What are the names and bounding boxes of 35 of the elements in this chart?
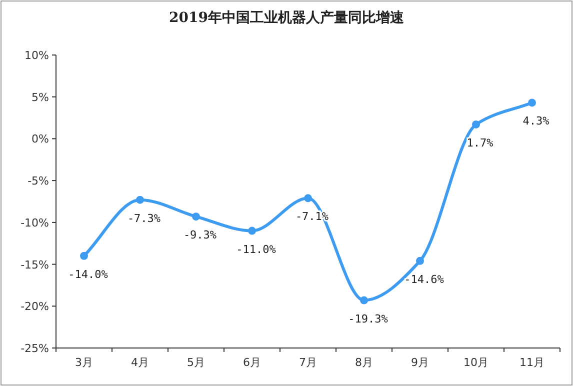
data-label: -19.3% — [348, 312, 388, 326]
data-label: -11.0% — [236, 242, 276, 256]
y-tick-label: 5% — [32, 90, 49, 104]
x-tick-label: 5月 — [187, 356, 205, 369]
data-label: 4.3% — [522, 114, 550, 128]
point — [472, 120, 480, 128]
y-tick-label: -5% — [28, 174, 49, 188]
data-label: -14.6% — [404, 272, 444, 286]
data-label: -7.3% — [127, 212, 161, 225]
x-tick-label: 10月 — [464, 356, 488, 369]
point — [80, 252, 88, 260]
x-tick-label: 9月 — [411, 356, 429, 369]
x-tick-label: 11月 — [520, 356, 544, 369]
data-label: 1.7% — [466, 136, 494, 150]
point — [248, 226, 256, 235]
data-label: -14.0% — [68, 268, 108, 281]
x-tick-label: 3月 — [75, 356, 93, 369]
point — [416, 256, 424, 265]
chart-title: 2019年中国工业机器人产量同比增速 — [169, 9, 405, 26]
y-tick-label: -20% — [20, 300, 49, 314]
y-tick-label: -10% — [20, 216, 49, 230]
y-tick-label: 10% — [24, 49, 49, 62]
x-tick-label: 8月 — [355, 356, 373, 369]
data-label: -9.3% — [183, 228, 217, 242]
y-tick-label: -15% — [20, 258, 49, 272]
x-tick-label: 6月 — [243, 356, 261, 369]
y-tick-label: 0% — [32, 132, 49, 146]
y-tick-label: -25% — [20, 342, 49, 355]
x-tick-label: 4月 — [131, 356, 149, 369]
point — [192, 212, 200, 221]
point — [360, 296, 368, 304]
x-tick-label: 7月 — [299, 356, 317, 369]
point — [528, 98, 536, 107]
point — [136, 196, 144, 204]
point — [304, 194, 312, 202]
